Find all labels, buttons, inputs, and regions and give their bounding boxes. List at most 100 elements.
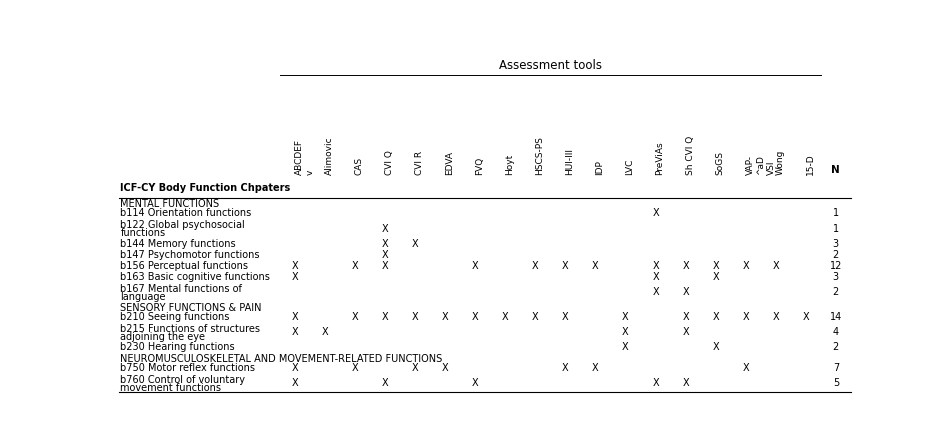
Text: N: N	[831, 165, 841, 175]
Text: PreViAs: PreViAs	[656, 141, 664, 175]
Text: HSCS-PS: HSCS-PS	[535, 136, 545, 175]
Text: X: X	[683, 287, 689, 297]
Text: X: X	[382, 224, 388, 233]
Text: X: X	[291, 272, 298, 282]
Text: 5: 5	[833, 378, 839, 388]
Text: b167 Mental functions of: b167 Mental functions of	[121, 284, 243, 294]
Text: b750 Motor reflex functions: b750 Motor reflex functions	[121, 363, 255, 373]
Text: X: X	[291, 312, 298, 322]
Text: 2: 2	[833, 287, 839, 297]
Text: Hoyt: Hoyt	[506, 154, 514, 175]
Text: X: X	[291, 363, 298, 373]
Text: CVI Q: CVI Q	[385, 150, 394, 175]
Text: X: X	[743, 363, 749, 373]
Text: ABCDEF
v: ABCDEF v	[295, 139, 314, 175]
Text: b144 Memory functions: b144 Memory functions	[121, 239, 236, 249]
Text: Sh CVI Q: Sh CVI Q	[685, 136, 695, 175]
Text: 7: 7	[833, 363, 839, 373]
Text: X: X	[382, 378, 388, 388]
Text: X: X	[382, 250, 388, 260]
Text: X: X	[322, 327, 328, 337]
Text: X: X	[351, 363, 358, 373]
Text: 3: 3	[833, 239, 839, 249]
Text: 2: 2	[833, 250, 839, 260]
Text: Wong: Wong	[776, 150, 784, 175]
Text: 3: 3	[833, 272, 839, 282]
Text: b230 Hearing functions: b230 Hearing functions	[121, 342, 235, 352]
Text: X: X	[683, 312, 689, 322]
Text: functions: functions	[121, 228, 166, 238]
Text: HUI-III: HUI-III	[565, 148, 574, 175]
Text: 1: 1	[833, 224, 839, 233]
Text: b210 Seeing functions: b210 Seeing functions	[121, 312, 229, 322]
Text: X: X	[291, 327, 298, 337]
Text: 12: 12	[830, 261, 843, 271]
Text: X: X	[291, 378, 298, 388]
Text: X: X	[442, 363, 448, 373]
Text: b156 Perceptual functions: b156 Perceptual functions	[121, 261, 248, 271]
Text: X: X	[623, 342, 628, 352]
Text: X: X	[562, 312, 568, 322]
Text: LVC: LVC	[625, 159, 634, 175]
Text: IDP: IDP	[595, 160, 605, 175]
Text: X: X	[562, 363, 568, 373]
Text: X: X	[382, 261, 388, 271]
Text: X: X	[592, 363, 599, 373]
Text: X: X	[743, 312, 749, 322]
Text: X: X	[442, 312, 448, 322]
Text: 2: 2	[833, 342, 839, 352]
Text: X: X	[712, 312, 719, 322]
Text: b147 Psychomotor functions: b147 Psychomotor functions	[121, 250, 260, 260]
Text: X: X	[712, 261, 719, 271]
Text: b163 Basic cognitive functions: b163 Basic cognitive functions	[121, 272, 270, 282]
Text: X: X	[351, 261, 358, 271]
Text: X: X	[803, 312, 809, 322]
Text: Alimovic: Alimovic	[325, 136, 334, 175]
Text: X: X	[712, 272, 719, 282]
Text: NEUROMUSCULOSKELETAL AND MOVEMENT-RELATED FUNCTIONS: NEUROMUSCULOSKELETAL AND MOVEMENT-RELATE…	[121, 354, 443, 364]
Text: X: X	[412, 363, 418, 373]
Text: 14: 14	[830, 312, 842, 322]
Text: X: X	[472, 378, 479, 388]
Text: X: X	[712, 342, 719, 352]
Text: X: X	[652, 287, 659, 297]
Text: VAP-
^aD
VSI: VAP- ^aD VSI	[745, 155, 776, 175]
Text: EDVA: EDVA	[446, 151, 454, 175]
Text: ICF-CY Body Function Chpaters: ICF-CY Body Function Chpaters	[121, 183, 290, 193]
Text: X: X	[683, 327, 689, 337]
Text: X: X	[652, 209, 659, 218]
Text: X: X	[652, 378, 659, 388]
Text: X: X	[502, 312, 508, 322]
Text: SENSORY FUNCTIONS & PAIN: SENSORY FUNCTIONS & PAIN	[121, 303, 262, 313]
Text: X: X	[382, 239, 388, 249]
Text: X: X	[652, 261, 659, 271]
Text: b215 Functions of structures: b215 Functions of structures	[121, 323, 261, 334]
Text: b760 Control of voluntary: b760 Control of voluntary	[121, 375, 246, 385]
Text: SoGS: SoGS	[716, 151, 724, 175]
Text: Assessment tools: Assessment tools	[499, 58, 602, 71]
Text: X: X	[683, 261, 689, 271]
Text: CAS: CAS	[355, 157, 364, 175]
Text: 4: 4	[833, 327, 839, 337]
Text: X: X	[351, 312, 358, 322]
Text: X: X	[472, 261, 479, 271]
Text: X: X	[412, 239, 418, 249]
Text: adjoining the eye: adjoining the eye	[121, 331, 206, 342]
Text: X: X	[412, 312, 418, 322]
Text: 15-D: 15-D	[805, 153, 815, 175]
Text: language: language	[121, 291, 166, 302]
Text: X: X	[652, 272, 659, 282]
Text: X: X	[592, 261, 599, 271]
Text: X: X	[683, 378, 689, 388]
Text: X: X	[532, 261, 539, 271]
Text: MENTAL FUNCTIONS: MENTAL FUNCTIONS	[121, 199, 220, 209]
Text: movement functions: movement functions	[121, 383, 222, 392]
Text: X: X	[291, 261, 298, 271]
Text: X: X	[623, 327, 628, 337]
Text: X: X	[623, 312, 628, 322]
Text: b122 Global psychosocial: b122 Global psychosocial	[121, 220, 246, 230]
Text: 1: 1	[833, 209, 839, 218]
Text: X: X	[532, 312, 539, 322]
Text: X: X	[562, 261, 568, 271]
Text: X: X	[382, 312, 388, 322]
